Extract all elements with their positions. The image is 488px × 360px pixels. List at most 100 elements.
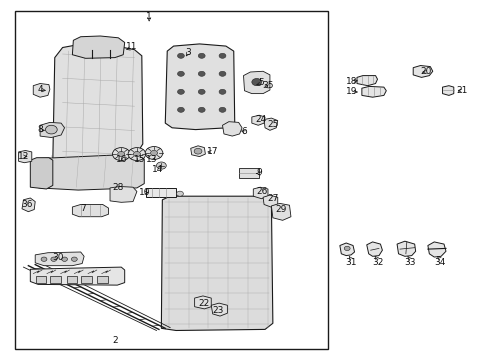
- Text: 7: 7: [80, 204, 86, 213]
- Circle shape: [194, 148, 202, 154]
- Circle shape: [198, 107, 205, 112]
- Polygon shape: [222, 122, 242, 136]
- Polygon shape: [32, 154, 144, 190]
- Text: 25: 25: [266, 120, 278, 129]
- Polygon shape: [35, 252, 84, 266]
- Text: 13: 13: [145, 154, 157, 163]
- Polygon shape: [190, 146, 205, 157]
- Circle shape: [219, 71, 225, 76]
- Text: 12: 12: [18, 152, 29, 161]
- Circle shape: [71, 257, 77, 261]
- Text: 23: 23: [211, 306, 223, 315]
- Circle shape: [344, 246, 349, 251]
- Circle shape: [251, 78, 261, 86]
- Text: 4: 4: [37, 85, 43, 94]
- Polygon shape: [356, 76, 377, 86]
- Text: 29: 29: [275, 205, 286, 214]
- Polygon shape: [30, 267, 124, 285]
- Circle shape: [177, 89, 184, 94]
- Polygon shape: [72, 36, 124, 58]
- Text: 18: 18: [346, 77, 357, 85]
- Text: 28: 28: [112, 184, 124, 192]
- Text: 1: 1: [146, 12, 152, 21]
- Polygon shape: [30, 158, 53, 189]
- Circle shape: [128, 148, 145, 161]
- Circle shape: [219, 89, 225, 94]
- Text: 20: 20: [420, 68, 431, 77]
- Polygon shape: [361, 86, 386, 97]
- Bar: [15, 11, 327, 349]
- Polygon shape: [253, 187, 267, 199]
- Polygon shape: [264, 118, 277, 130]
- Bar: [81, 276, 92, 283]
- Circle shape: [112, 148, 130, 161]
- Polygon shape: [211, 303, 227, 316]
- Circle shape: [219, 107, 225, 112]
- Circle shape: [150, 150, 157, 156]
- Text: 11: 11: [126, 42, 138, 51]
- Bar: [36, 276, 46, 283]
- Bar: [50, 276, 61, 283]
- Circle shape: [198, 89, 205, 94]
- Text: 17: 17: [206, 147, 218, 156]
- Circle shape: [118, 152, 124, 157]
- Polygon shape: [427, 242, 445, 257]
- Polygon shape: [263, 195, 277, 207]
- Circle shape: [145, 147, 163, 159]
- Text: 6: 6: [241, 127, 247, 136]
- Circle shape: [61, 257, 67, 261]
- Text: 9: 9: [256, 168, 262, 177]
- Circle shape: [198, 71, 205, 76]
- Polygon shape: [19, 150, 32, 163]
- Circle shape: [133, 152, 140, 157]
- Text: 32: 32: [371, 258, 383, 266]
- Polygon shape: [366, 242, 382, 256]
- Polygon shape: [40, 122, 64, 138]
- Bar: [238, 168, 259, 178]
- Bar: [66, 276, 77, 283]
- Text: 30: 30: [52, 253, 63, 262]
- Circle shape: [51, 257, 57, 261]
- Polygon shape: [271, 203, 290, 220]
- Text: 10: 10: [138, 188, 150, 197]
- Text: 33: 33: [403, 258, 415, 266]
- Text: 22: 22: [198, 299, 210, 307]
- Text: 35: 35: [262, 81, 273, 90]
- Polygon shape: [161, 196, 272, 330]
- Bar: [97, 276, 107, 283]
- Text: 2: 2: [112, 336, 118, 345]
- Polygon shape: [165, 44, 234, 130]
- Text: 34: 34: [433, 258, 445, 266]
- Bar: [145, 188, 176, 197]
- Circle shape: [177, 107, 184, 112]
- Text: 24: 24: [254, 115, 266, 124]
- Circle shape: [156, 162, 166, 169]
- Polygon shape: [53, 44, 142, 163]
- Text: 21: 21: [455, 86, 467, 95]
- Text: 14: 14: [151, 165, 163, 174]
- Text: 15: 15: [133, 154, 145, 163]
- Text: 16: 16: [115, 154, 127, 163]
- Circle shape: [198, 53, 205, 58]
- Polygon shape: [22, 198, 35, 212]
- Circle shape: [41, 257, 47, 261]
- Polygon shape: [33, 84, 50, 97]
- Text: 26: 26: [255, 187, 267, 196]
- Circle shape: [45, 125, 57, 134]
- Circle shape: [177, 53, 184, 58]
- Polygon shape: [110, 186, 137, 202]
- Polygon shape: [243, 71, 269, 94]
- Text: 5: 5: [258, 78, 264, 87]
- Polygon shape: [251, 115, 264, 125]
- Circle shape: [176, 191, 183, 196]
- Polygon shape: [339, 243, 354, 256]
- Text: 27: 27: [266, 194, 278, 203]
- Text: 8: 8: [37, 125, 43, 134]
- Circle shape: [177, 71, 184, 76]
- Polygon shape: [412, 66, 432, 77]
- Text: 3: 3: [185, 48, 191, 57]
- Polygon shape: [396, 241, 415, 256]
- Circle shape: [219, 53, 225, 58]
- Text: 31: 31: [345, 258, 356, 266]
- Polygon shape: [442, 86, 453, 95]
